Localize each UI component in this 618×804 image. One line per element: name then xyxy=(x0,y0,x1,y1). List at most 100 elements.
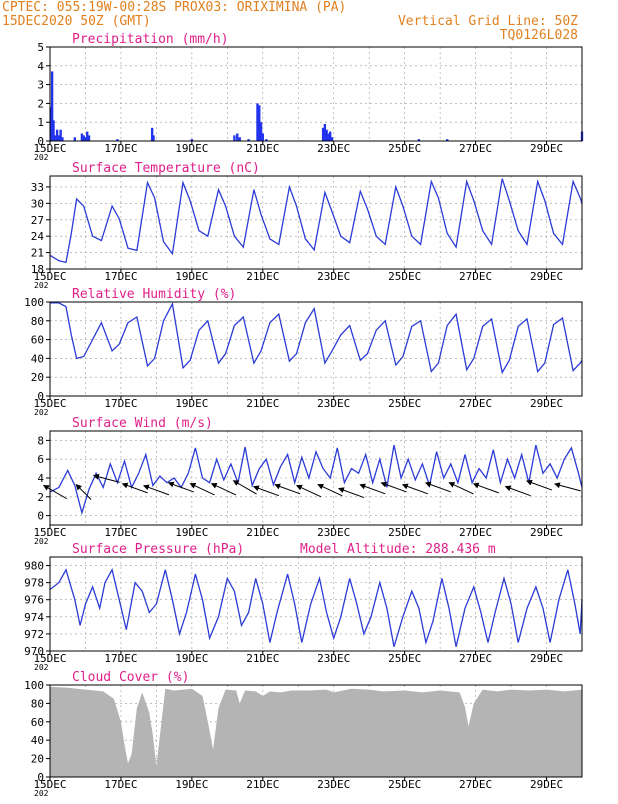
temp-xtick-label: 29DEC xyxy=(530,270,563,283)
precip-bar xyxy=(55,129,59,141)
precip-ytick-label: 3 xyxy=(37,79,44,92)
pressure-subtitle: Model Altitude: 288.436 m xyxy=(300,542,496,557)
precip-xtick-label: 27DEC xyxy=(459,142,492,155)
wind-ytick-label: 6 xyxy=(37,453,44,466)
wind-arrow xyxy=(295,484,322,498)
precip-ytick-label: 2 xyxy=(37,97,44,110)
precip-bar xyxy=(116,139,119,141)
pressure-series-line xyxy=(49,568,583,647)
pressure-ytick-label: 974 xyxy=(24,611,44,624)
pressure-xtick-label: 17DEC xyxy=(104,652,137,665)
wind-xtick-label: 21DEC xyxy=(246,526,279,539)
pressure-ytick-label: 976 xyxy=(24,594,44,607)
rh-xtick-label: 27DEC xyxy=(459,397,492,410)
wind-xtick-label: 27DEC xyxy=(459,526,492,539)
precip-ytick-label: 4 xyxy=(37,60,44,73)
precip-bar xyxy=(330,137,334,141)
precip-bar xyxy=(321,127,325,141)
wind-arrow xyxy=(210,483,237,496)
precip-bar xyxy=(258,105,261,141)
cloud-year-label: 202 xyxy=(34,789,49,798)
pressure-year-label: 202 xyxy=(34,663,49,672)
rh-ytick-label: 40 xyxy=(31,352,44,365)
precip-bar xyxy=(327,133,330,141)
rh-year-label: 202 xyxy=(34,408,49,417)
precip-bar xyxy=(82,135,85,141)
wind-arrow xyxy=(252,485,280,497)
wind-xtick-label: 17DEC xyxy=(104,526,137,539)
precip-xtick-label: 23DEC xyxy=(317,142,350,155)
wind-arrow xyxy=(92,473,120,483)
wind-arrow xyxy=(472,482,499,494)
pressure-ytick-label: 970 xyxy=(24,645,44,658)
rh-ytick-label: 0 xyxy=(37,390,44,403)
rh-ytick-label: 60 xyxy=(31,334,44,347)
pressure-ytick-label: 978 xyxy=(24,577,44,590)
pressure-ytick-label: 972 xyxy=(24,628,44,641)
wind-series-line xyxy=(49,444,583,516)
wind-arrow xyxy=(232,480,257,495)
cloud-xtick-label: 23DEC xyxy=(317,778,350,791)
cloud-ytick-label: 40 xyxy=(31,734,44,747)
precip-bar xyxy=(87,135,91,141)
temp-xtick-label: 15DEC xyxy=(33,270,66,283)
precip-bar xyxy=(236,133,239,141)
precip-bar xyxy=(259,122,263,141)
precip-bar xyxy=(73,137,77,141)
wind-arrow xyxy=(167,481,194,493)
cloud-ytick-label: 60 xyxy=(31,716,44,729)
precip-bar xyxy=(49,107,52,141)
precip-bar xyxy=(61,137,64,141)
wind-arrow xyxy=(317,483,343,497)
precip-bar xyxy=(59,129,62,141)
wind-arrow xyxy=(274,483,301,495)
wind-arrow xyxy=(42,484,68,500)
wind-arrow xyxy=(189,483,215,496)
precip-bar xyxy=(265,139,268,141)
precip-bar xyxy=(52,120,55,141)
precip-bar xyxy=(190,139,194,141)
precip-bar xyxy=(325,129,328,141)
rh-title: Relative Humidity (%) xyxy=(72,287,236,302)
temp-xtick-label: 17DEC xyxy=(104,270,137,283)
precip-xtick-label: 29DEC xyxy=(530,142,563,155)
temp-year-label: 202 xyxy=(34,281,49,290)
cloud-frame xyxy=(49,684,583,778)
cloud-xtick-label: 19DEC xyxy=(175,778,208,791)
rh-ytick-label: 100 xyxy=(24,296,44,309)
temp-xtick-label: 21DEC xyxy=(246,270,279,283)
temp-ytick-label: 33 xyxy=(31,181,44,194)
cloud-xtick-label: 21DEC xyxy=(246,778,279,791)
precip-bar xyxy=(233,135,236,141)
cloud-ytick-label: 0 xyxy=(37,771,44,784)
wind-arrow xyxy=(121,482,148,494)
wind-arrow xyxy=(338,487,365,499)
precip-bar xyxy=(238,137,241,141)
precip-xtick-label: 15DEC xyxy=(33,142,66,155)
precip-xtick-label: 25DEC xyxy=(388,142,421,155)
rh-ytick-label: 80 xyxy=(31,315,44,328)
precip-bar xyxy=(54,135,57,141)
pressure-frame xyxy=(49,556,583,652)
precip-bar xyxy=(323,124,327,141)
cloud-title: Cloud Cover (%) xyxy=(72,670,189,685)
temp-ytick-label: 18 xyxy=(31,263,44,276)
wind-arrow xyxy=(359,483,386,495)
precip-frame xyxy=(49,46,583,142)
pressure-xtick-label: 29DEC xyxy=(530,652,563,665)
precip-ytick-label: 0 xyxy=(37,135,44,148)
rh-xtick-label: 19DEC xyxy=(175,397,208,410)
rh-series-line xyxy=(50,301,583,375)
pressure-xtick-label: 15DEC xyxy=(33,652,66,665)
rh-xtick-label: 29DEC xyxy=(530,397,563,410)
wind-xtick-label: 25DEC xyxy=(388,526,421,539)
temp-xtick-label: 27DEC xyxy=(459,270,492,283)
precip-bar xyxy=(247,139,250,141)
panels-group: 0 1 2 3 4 5 15DEC 17DEC 19DEC 21DEC 23DEC 25DEC 27DE… xyxy=(24,32,584,798)
wind-arrow xyxy=(448,482,474,495)
temp-series-line xyxy=(49,178,583,264)
precip-bar xyxy=(50,71,54,141)
cloud-xtick-label: 29DEC xyxy=(530,778,563,791)
